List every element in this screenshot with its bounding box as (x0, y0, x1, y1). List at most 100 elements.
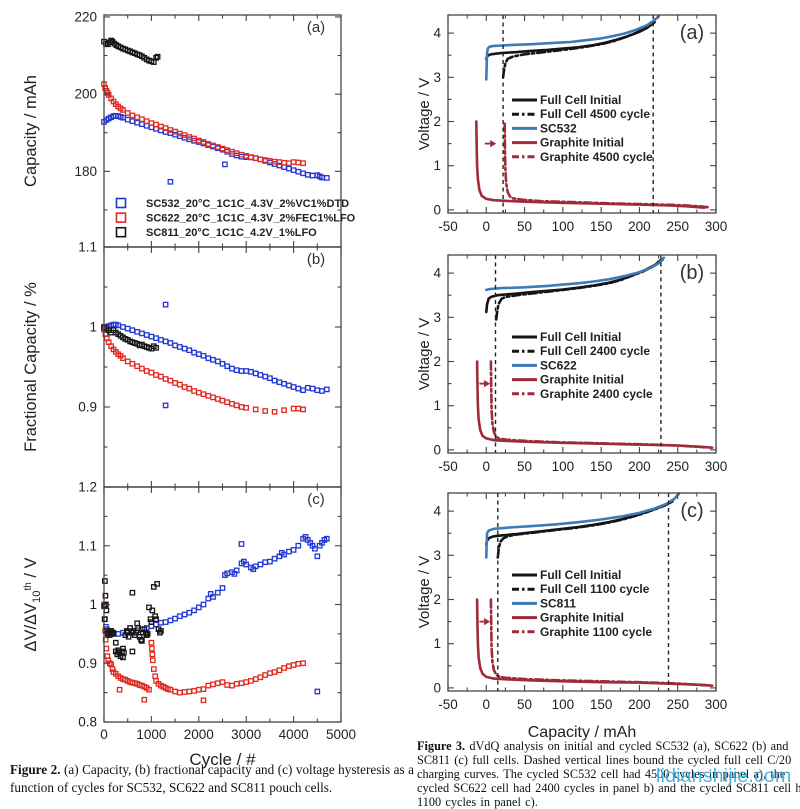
marker-sc622 (153, 372, 159, 378)
marker-sc622 (186, 688, 193, 695)
marker-sc532 (290, 547, 297, 553)
marker-sc622 (252, 155, 259, 162)
marker-sc622 (172, 688, 178, 695)
marker-sc622 (191, 388, 197, 394)
marker-sc532 (124, 116, 131, 123)
marker-sc622 (262, 408, 269, 414)
arrow-head (490, 140, 497, 148)
marker-sc622 (214, 396, 221, 402)
y-tick-label: 3 (433, 70, 441, 85)
panel-label: (b) (680, 262, 704, 284)
marker-sc532 (323, 386, 330, 393)
marker-sc622 (267, 670, 273, 677)
legend-fig2a: SC532_20°C_1C1C_4.3V_2%VC1%DTD SC622_20°C… (115, 197, 356, 239)
marker-sc622 (210, 681, 216, 688)
y-tick-label: 1 (433, 158, 441, 173)
marker-sc532 (323, 175, 330, 181)
marker-sc622 (248, 678, 254, 684)
legend-label: SC532 (540, 121, 577, 135)
marker-sc811 (125, 633, 132, 640)
figure2-caption-label: Figure 2. (10, 762, 61, 777)
y-axis-title: Voltage / V (416, 556, 433, 629)
marker-sc622 (205, 392, 212, 399)
panel-label: (c) (680, 500, 703, 522)
y-tick-label: 1 (89, 597, 97, 612)
marker-sc622 (271, 408, 278, 415)
annotation-arrow-icon (479, 618, 491, 626)
marker-sc622 (286, 160, 292, 167)
x-tick-label: 50 (517, 459, 532, 474)
marker-sc532 (200, 601, 207, 608)
marker-sc622 (124, 110, 131, 116)
marker-sc532 (238, 541, 245, 547)
marker-sc811 (112, 639, 119, 646)
marker-sc532 (129, 118, 136, 125)
marker-sc811 (108, 37, 114, 44)
marker-sc622 (143, 368, 150, 374)
marker-sc622 (290, 159, 297, 165)
x-axis-title: Capacity / mAh (528, 724, 636, 741)
marker-sc622 (176, 689, 183, 696)
marker-sc811 (141, 626, 148, 633)
legend-label: SC811_20°C_1C1C_4.2V_1%LFO (146, 227, 317, 239)
marker-sc811 (147, 616, 154, 623)
figure3-caption-line: Figure 3. dVdQ analysis on initial and c… (417, 740, 800, 754)
marker-sc811 (143, 632, 150, 638)
marker-sc811 (146, 604, 152, 611)
x-tick-label: -50 (438, 219, 458, 234)
marker-sc532 (229, 365, 235, 372)
figure2-caption-line: Figure 2. (a) Capacity, (b) fractional c… (10, 761, 414, 779)
marker-sc811 (109, 629, 116, 636)
marker-sc532 (167, 340, 174, 346)
marker-sc532 (309, 172, 316, 179)
marker-sc532 (314, 553, 321, 560)
marker-sc622 (300, 160, 306, 167)
panel-fig2a: 180 200 220 (a) Capacity / mAh SC532_20°C_1C1… (22, 9, 356, 248)
marker-sc622 (129, 360, 136, 367)
marker-sc532 (205, 355, 212, 362)
figure3-caption-text: dVdQ analysis on initial and cycled SC53… (465, 740, 789, 753)
panel-label: (c) (307, 491, 325, 508)
marker-sc532 (252, 370, 259, 377)
curve-full-cell-initial (485, 20, 656, 61)
panel-label: (a) (307, 19, 325, 36)
marker-sc532 (219, 585, 226, 591)
marker-sc532 (267, 375, 273, 382)
marker-sc622 (191, 688, 197, 694)
marker-sc532 (286, 382, 292, 389)
y-tick-label: 3 (433, 310, 441, 325)
annotation-arrow-icon (479, 380, 491, 388)
marker-sc622 (162, 376, 169, 382)
marker-sc622 (195, 686, 202, 693)
marker-sc532 (304, 171, 311, 178)
marker-sc811 (153, 616, 159, 623)
panel-fig2b: 0.9 1 1.1 (b) Fractional Capacity / % (22, 240, 342, 488)
marker-sc622 (141, 696, 148, 703)
marker-sc532 (295, 385, 302, 392)
legend-label: Graphite 1100 cycle (540, 625, 652, 639)
marker-sc532 (205, 595, 212, 602)
x-axis-title: Cycle / # (189, 750, 256, 769)
figure2-caption-text: (a) Capacity, (b) fractional capacity an… (60, 762, 414, 777)
curve-graphite-initial (475, 120, 706, 209)
curve-sc622 (485, 256, 666, 292)
marker-sc532 (257, 561, 264, 568)
x-tick-label: 300 (705, 459, 728, 474)
marker-sc532 (158, 336, 164, 343)
legend-label: Graphite Initial (540, 136, 624, 150)
legend-marker-sc532 (115, 197, 127, 209)
arrow-head (484, 380, 491, 388)
marker-sc532 (295, 168, 302, 175)
y-tick-label: 1.1 (78, 240, 97, 255)
marker-sc811 (139, 638, 145, 644)
legend-label: Graphite Initial (540, 373, 624, 387)
marker-sc811 (154, 581, 160, 587)
marker-sc532 (200, 352, 207, 359)
marker-sc811 (149, 607, 156, 614)
x-tick-label: 1000 (136, 727, 166, 742)
marker-sc532 (191, 607, 197, 614)
marker-sc622 (243, 404, 250, 411)
legend-label: SC811 (540, 596, 576, 610)
